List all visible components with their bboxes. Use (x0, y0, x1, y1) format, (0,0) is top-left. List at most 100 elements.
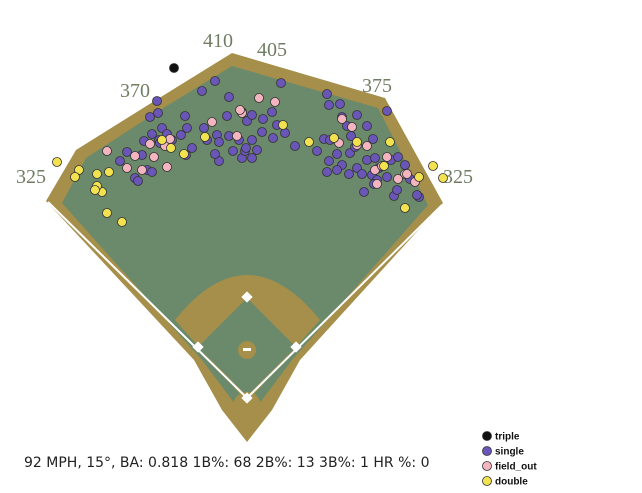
point-single (258, 114, 268, 124)
foul-line-right (246, 204, 443, 399)
point-single (122, 147, 132, 157)
point-double (438, 173, 448, 183)
batted-ball-points (52, 63, 448, 227)
point-single (382, 172, 392, 182)
point-field-out (162, 162, 172, 172)
point-double (428, 161, 438, 171)
point-field-out (372, 179, 382, 189)
point-single (257, 127, 267, 137)
point-single (210, 76, 220, 86)
point-single (268, 133, 278, 143)
point-single (332, 149, 342, 159)
distance-label-center: 410 (203, 30, 233, 52)
distance-label-left-line: 325 (16, 166, 46, 188)
point-field-out (165, 134, 175, 144)
distance-label-right-line: 325 (443, 166, 473, 188)
point-single (210, 149, 220, 159)
point-single (322, 167, 332, 177)
point-single (199, 123, 209, 133)
legend-label-triple: triple (495, 432, 520, 443)
foul-line-left (47, 201, 248, 399)
second-base (241, 291, 253, 303)
legend-marker-double (482, 476, 492, 486)
point-single (147, 167, 157, 177)
point-field-out (137, 165, 147, 175)
point-double (304, 137, 314, 147)
point-single (332, 165, 342, 175)
point-field-out (102, 146, 112, 156)
point-double (278, 120, 288, 130)
point-single (241, 143, 251, 153)
point-single (228, 146, 238, 156)
point-single (247, 153, 257, 163)
legend-label-double: double (495, 477, 528, 488)
point-field-out (145, 139, 155, 149)
point-triple (169, 63, 179, 73)
point-single (222, 111, 232, 121)
home-plate-circle (233, 392, 261, 420)
point-field-out (232, 131, 242, 141)
point-field-out (149, 152, 159, 162)
point-single (368, 134, 378, 144)
point-single (290, 141, 300, 151)
point-single (359, 187, 369, 197)
point-single (344, 169, 354, 179)
point-single (153, 108, 163, 118)
point-single (324, 100, 334, 110)
point-single (322, 89, 332, 99)
point-single (324, 156, 334, 166)
point-single (400, 160, 410, 170)
distance-label-left-center: 370 (120, 80, 150, 102)
point-single (276, 78, 286, 88)
point-double (117, 217, 127, 227)
home-plate (241, 392, 253, 404)
point-field-out (347, 122, 357, 132)
first-base (290, 341, 302, 353)
point-single (145, 112, 155, 122)
point-single (247, 135, 257, 145)
point-single (133, 176, 143, 186)
distance-label-right-center-deep: 405 (257, 39, 287, 61)
point-single (224, 92, 234, 102)
point-double (400, 203, 410, 213)
point-double (104, 167, 114, 177)
point-field-out (402, 169, 412, 179)
point-single (312, 146, 322, 156)
point-single (247, 110, 257, 120)
summary-caption: 92 MPH, 15°, BA: 0.818 1B%: 68 2B%: 13 3… (24, 455, 430, 471)
point-single (392, 185, 402, 195)
point-field-out (393, 174, 403, 184)
point-field-out (362, 141, 372, 151)
legend-label-field-out: field_out (495, 462, 537, 473)
point-double (157, 135, 167, 145)
point-double (385, 137, 395, 147)
point-double (414, 172, 424, 182)
point-single (214, 137, 224, 147)
point-field-out (337, 114, 347, 124)
legend-marker-triple (482, 431, 492, 441)
point-single (382, 106, 392, 116)
third-base (192, 341, 204, 353)
point-single (197, 86, 207, 96)
point-single (115, 156, 125, 166)
point-double (70, 172, 80, 182)
point-single (147, 129, 157, 139)
point-double (179, 149, 189, 159)
legend-marker-field-out (482, 461, 492, 471)
point-single (180, 111, 190, 121)
point-single (176, 130, 186, 140)
point-single (182, 123, 192, 133)
point-single (362, 121, 372, 131)
point-single (370, 153, 380, 163)
point-field-out (235, 105, 245, 115)
point-single (362, 155, 372, 165)
point-field-out (270, 97, 280, 107)
point-double (90, 185, 100, 195)
point-double (92, 169, 102, 179)
point-single (252, 145, 262, 155)
legend-label-single: single (495, 447, 524, 458)
point-field-out (207, 117, 217, 127)
point-single (280, 128, 290, 138)
